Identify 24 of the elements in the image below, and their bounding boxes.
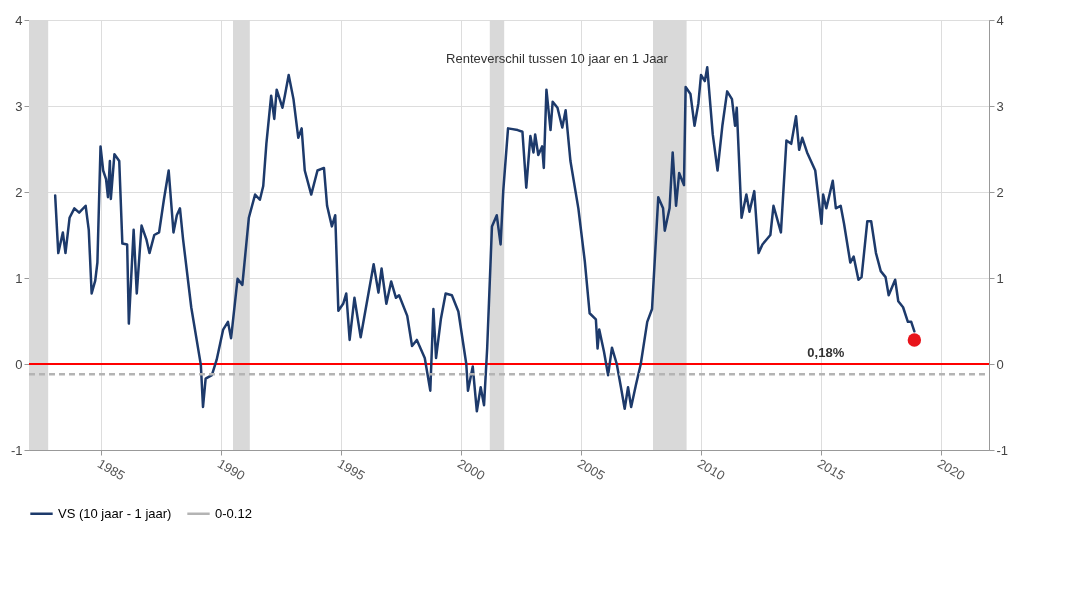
y-tick-label: 1 xyxy=(15,270,23,286)
y-tick-label: -1 xyxy=(10,442,23,458)
x-tick-label: 1990 xyxy=(215,455,248,484)
x-tick-label: 2000 xyxy=(455,455,488,484)
x-tick-label: 1995 xyxy=(335,455,368,484)
annotation: Renteverschil tussen 10 jaar en 1 Jaar xyxy=(446,50,669,66)
x-tick-label: 1985 xyxy=(95,455,128,484)
x-tick-label: 2010 xyxy=(695,455,728,484)
y-tick-label: 4 xyxy=(15,12,23,28)
y-tick-label: 2 xyxy=(15,184,23,200)
annotation: 0,18% xyxy=(807,345,845,361)
y2-tick-label: 4 xyxy=(996,12,1004,28)
x-tick-label: 2005 xyxy=(575,455,608,484)
x-tick-label: 2020 xyxy=(935,455,968,484)
y2-tick-label: 0 xyxy=(996,356,1004,372)
y2-tick-label: 3 xyxy=(996,98,1004,114)
legend-label: VS (10 jaar - 1 jaar) xyxy=(58,505,172,521)
y2-tick-label: -1 xyxy=(996,442,1009,458)
y-tick-label: 0 xyxy=(15,356,23,372)
y-tick-label: 3 xyxy=(15,98,23,114)
y2-tick-label: 1 xyxy=(996,270,1004,286)
x-tick-label: 2015 xyxy=(815,455,848,484)
y2-tick-label: 2 xyxy=(996,184,1004,200)
legend-label: 0-0.12 xyxy=(215,505,252,521)
